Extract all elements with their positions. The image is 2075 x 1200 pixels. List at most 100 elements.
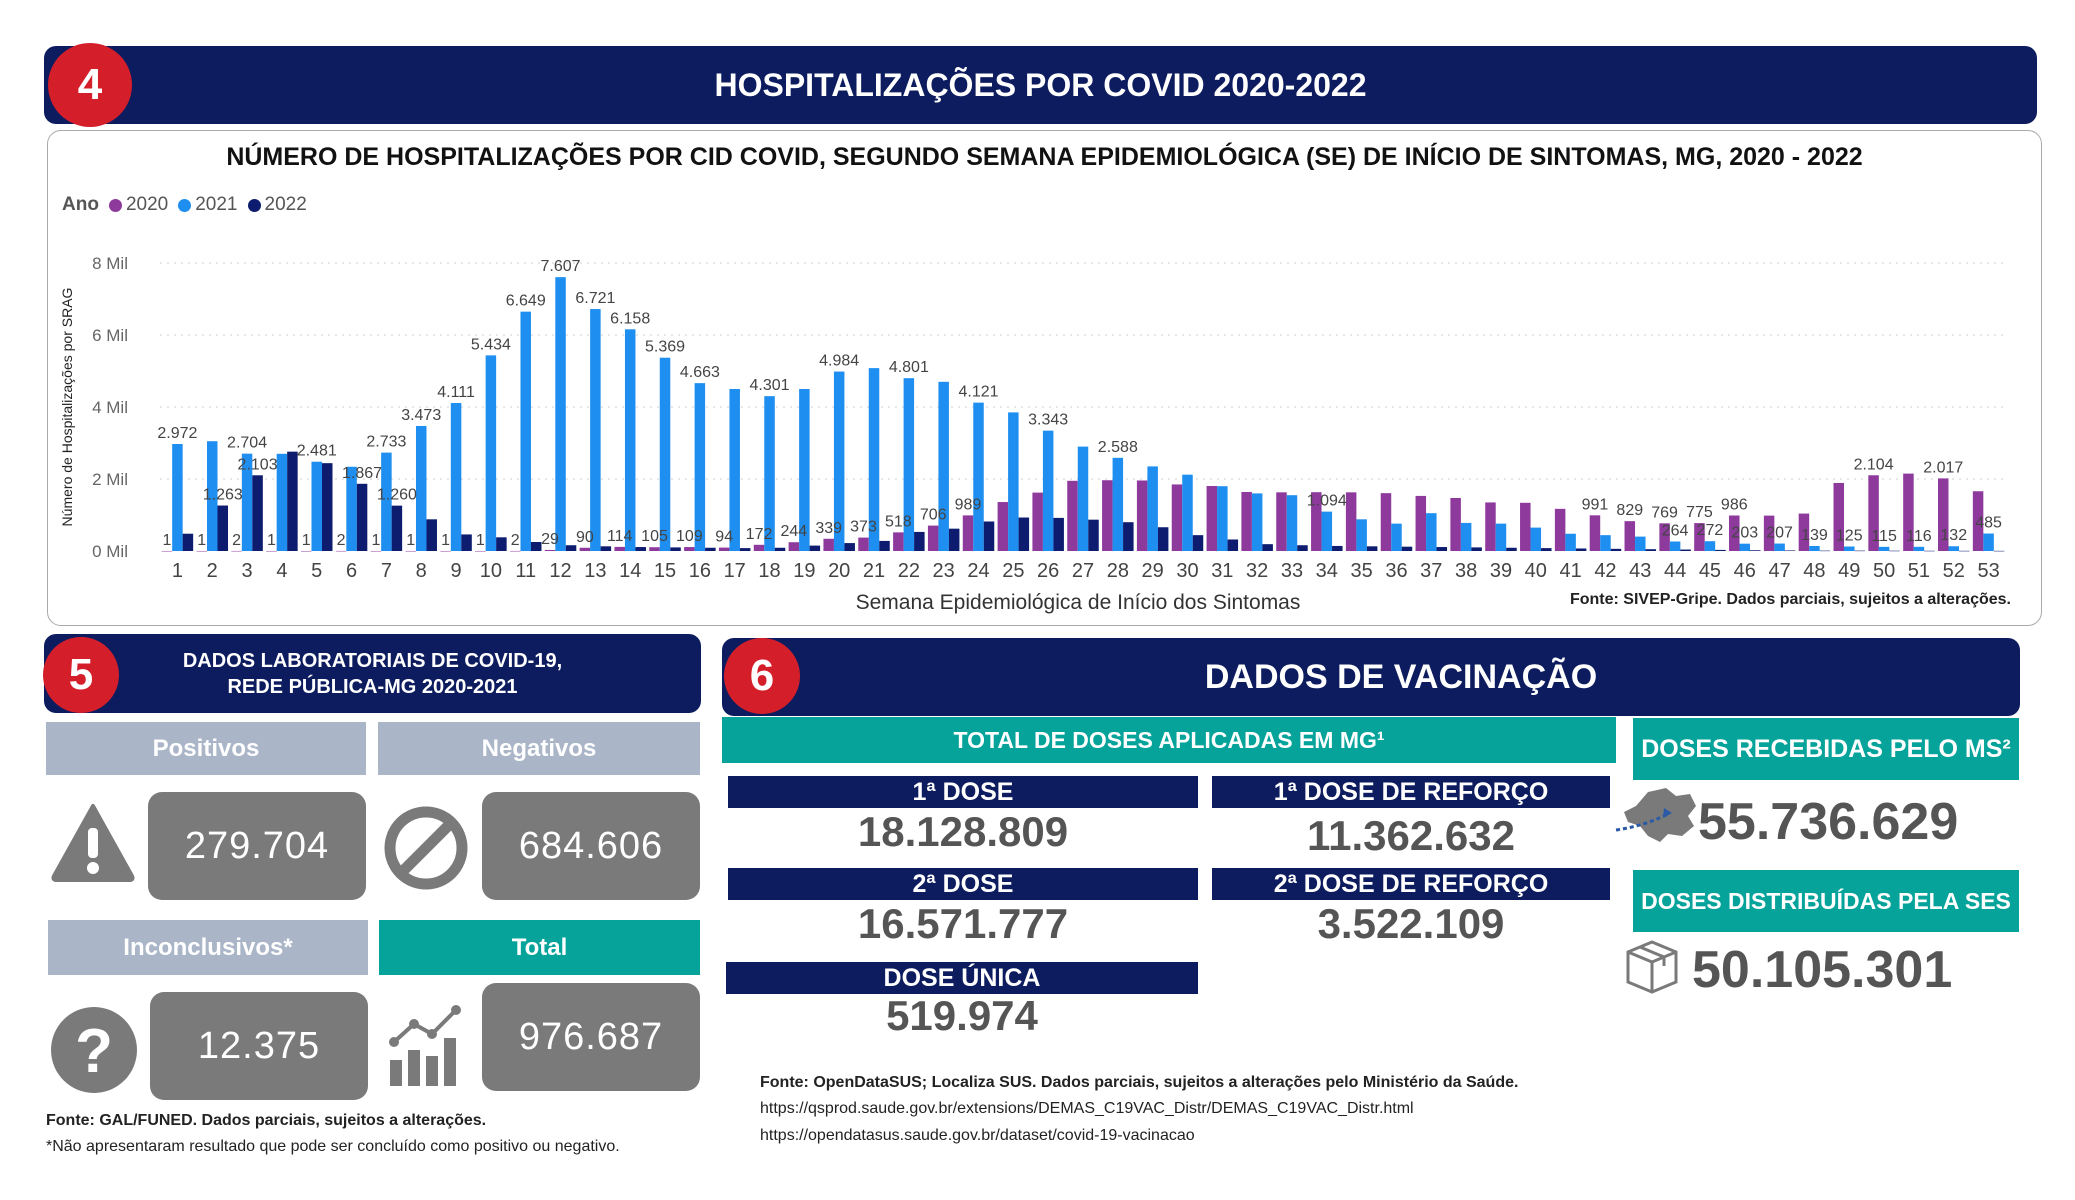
- negativos-value: 684.606: [482, 792, 700, 900]
- legend-swatch: [247, 198, 261, 212]
- bar-2020-13: [579, 547, 591, 551]
- bar-2022-27: [1088, 519, 1099, 551]
- dose1-label: 1ª DOSE: [912, 777, 1014, 806]
- bar-2022-47: [1784, 550, 1796, 551]
- bar-2022-41: [1575, 548, 1587, 551]
- data-label-2021-16: 4.663: [680, 364, 720, 381]
- bar-2021-45: [1704, 541, 1716, 551]
- bar-2021-31: [1217, 486, 1228, 551]
- reforco1-value: 11.362.632: [1307, 812, 1515, 859]
- bar-2022-13: [600, 546, 612, 551]
- bar-2020-26: [1032, 492, 1043, 551]
- data-label-2020-16: 109: [676, 528, 703, 545]
- bar-chart: 0 Mil 2 Mil 4 Mil 6 Mil 8 Mil Número de Hospi…: [59, 254, 2006, 614]
- bar-2021-9: [450, 403, 462, 551]
- data-label-2021-24: 4.121: [958, 384, 998, 401]
- reforco2-value: 3.522.109: [1317, 900, 1505, 947]
- bar-2021-43: [1635, 536, 1646, 551]
- bar-2021-46: [1739, 543, 1751, 551]
- bar-2021-18: [764, 396, 775, 551]
- x-tick-label: 12: [549, 560, 571, 582]
- bar-2022-39: [1506, 547, 1517, 551]
- data-label-2021-34: 1.094: [1307, 493, 1347, 510]
- legend-label: 2021: [195, 194, 238, 215]
- bar-2020-23: [927, 525, 939, 551]
- bar-2021-2: [206, 441, 218, 551]
- bar-2021-53: [1983, 533, 1994, 551]
- x-tick-label: 51: [1908, 560, 1930, 582]
- data-label-2021-26: 3.343: [1028, 412, 1068, 429]
- bar-2020-48: [1798, 513, 1810, 551]
- bar-2020-42: [1589, 515, 1601, 551]
- bar-2020-18: [753, 544, 765, 551]
- data-label-2020-42: 991: [1582, 496, 1609, 513]
- bar-2021-17: [729, 389, 740, 551]
- bar-2021-52: [1948, 546, 1960, 551]
- x-tick-label: 47: [1768, 560, 1790, 582]
- bar-2022-24: [983, 521, 995, 551]
- bar-2022-19: [809, 545, 821, 551]
- bar-2020-29: [1136, 480, 1148, 551]
- bar-2020-31: [1206, 485, 1218, 551]
- data-label-2020-17: 94: [715, 529, 733, 546]
- chart-source: Fonte: SIVEP-Gripe. Dados parciais, suje…: [1569, 591, 2011, 608]
- vaccination-url1[interactable]: https://qsprod.saude.gov.br/extensions/D…: [760, 1100, 1414, 1117]
- negativos-header: Negativos: [378, 722, 700, 775]
- doses-distribuidas-value: 50.105.301: [1692, 941, 1953, 999]
- bar-2020-11: [509, 550, 521, 552]
- x-tick-label: 28: [1107, 560, 1129, 582]
- data-label-2021-28: 2.588: [1098, 439, 1138, 456]
- data-label-2020-15: 105: [641, 528, 668, 545]
- data-label-2021-44: 264: [1662, 522, 1689, 539]
- data-label-2020-20: 339: [815, 520, 842, 537]
- bar-2021-23: [938, 381, 949, 551]
- bar-2020-20: [823, 538, 834, 551]
- x-tick-label: 32: [1246, 560, 1268, 582]
- x-tick-label: 53: [1977, 560, 1999, 582]
- legend-item-2021[interactable]: 2021: [178, 194, 238, 216]
- x-tick-label: 16: [689, 560, 711, 582]
- data-label-2020-43: 829: [1616, 502, 1643, 519]
- y-tick-label: 4 Mil: [92, 398, 128, 417]
- x-tick-label: 35: [1351, 560, 1373, 582]
- legend-item-2020[interactable]: 2020: [108, 194, 168, 216]
- x-tick-label: 38: [1455, 560, 1477, 582]
- bar-2022-18: [774, 547, 786, 551]
- data-label-2020-5: 1: [302, 532, 311, 549]
- bar-2021-41: [1565, 533, 1576, 551]
- bar-2022-35: [1366, 546, 1378, 551]
- legend-item-2022[interactable]: 2022: [247, 194, 307, 216]
- bar-2020-17: [718, 547, 730, 551]
- bar-2020-38: [1450, 497, 1461, 551]
- bar-2022-9: [461, 534, 472, 551]
- bar-2022-12: [565, 545, 577, 551]
- bar-2021-39: [1495, 523, 1507, 551]
- reforco2-bar: 2ª DOSE DE REFORÇO: [1212, 868, 1610, 900]
- doses-recebidas-value: 55.736.629: [1698, 793, 1959, 851]
- x-tick-label: 46: [1734, 560, 1756, 582]
- section6-header: DADOS DE VACINAÇÃO: [722, 638, 2020, 716]
- x-tick-label: 49: [1838, 560, 1860, 582]
- section6-title: DADOS DE VACINAÇÃO: [1204, 657, 1598, 696]
- vaccination-url2[interactable]: https://opendatasus.saude.gov.br/dataset…: [760, 1127, 1195, 1144]
- data-label-2020-44: 769: [1651, 504, 1678, 521]
- bar-2022-50: [1889, 550, 1900, 552]
- bar-2020-32: [1241, 491, 1252, 551]
- bar-2021-28: [1112, 457, 1124, 551]
- x-tick-label: 24: [967, 560, 989, 582]
- x-tick-label: 41: [1559, 560, 1581, 582]
- bar-2020-4: [266, 550, 277, 552]
- data-label-2020-24: 989: [955, 496, 982, 513]
- bar-2021-44: [1669, 541, 1681, 551]
- data-label-2021-3: 2.704: [227, 435, 267, 452]
- data-label-2021-15: 5.369: [645, 339, 685, 356]
- bar-2021-47: [1774, 543, 1785, 551]
- bar-2020-28: [1102, 480, 1113, 551]
- bar-2021-13: [590, 309, 601, 551]
- x-tick-label: 45: [1699, 560, 1721, 582]
- x-tick-label: 40: [1525, 560, 1547, 582]
- lab-source: Fonte: GAL/FUNED. Dados parciais, sujeit…: [46, 1112, 487, 1129]
- bar-2022-22: [914, 531, 925, 551]
- positivos-header: Positivos: [46, 722, 366, 775]
- data-label-2020-7: 1: [371, 532, 380, 549]
